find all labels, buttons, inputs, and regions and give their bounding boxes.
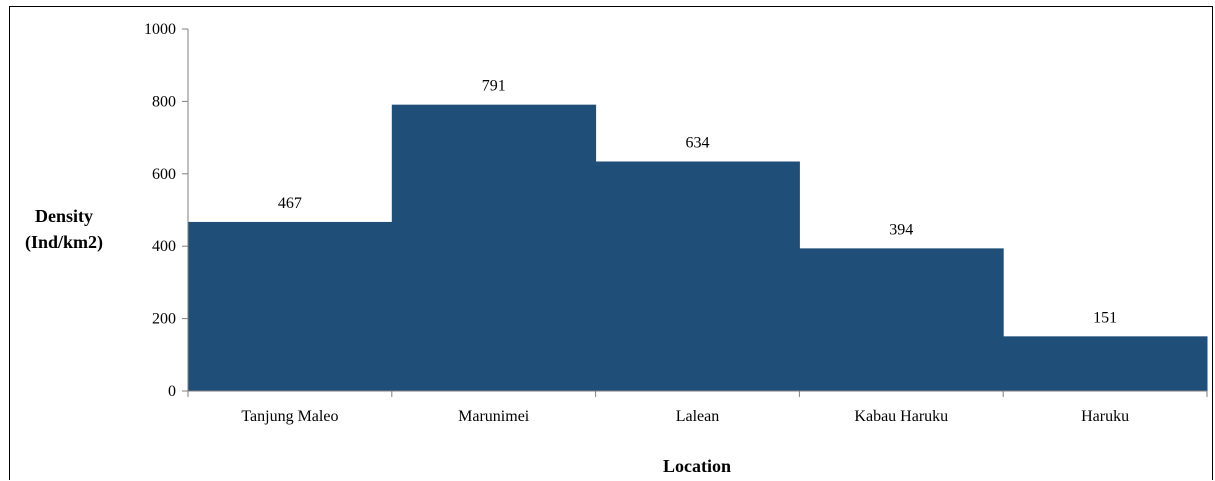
y-tick-label: 0	[168, 383, 176, 400]
bar-kabau-haruku	[799, 248, 1004, 391]
x-category-labels: Tanjung Maleo Marunimei Lalean Kabau Haruku…	[241, 408, 1129, 425]
y-axis-ticks: 0 200 400 600 800 1000	[144, 21, 188, 400]
data-label: 634	[686, 134, 710, 151]
x-tick-label: Haruku	[1081, 408, 1129, 425]
y-axis-label-line1: Density	[35, 206, 93, 226]
bar-lalean	[595, 161, 800, 391]
y-tick-label: 200	[152, 311, 176, 328]
x-tick-label: Lalean	[676, 408, 720, 425]
data-labels-group: 467 791 634 394 151	[278, 78, 1117, 327]
x-tick-label: Kabau Haruku	[854, 408, 948, 425]
y-tick-label: 400	[152, 238, 176, 255]
y-axis-label-line2: (Ind/km2)	[25, 232, 103, 253]
x-axis-label: Location	[663, 456, 731, 476]
x-tick-label: Marunimei	[458, 408, 530, 425]
y-tick-label: 800	[152, 93, 176, 110]
bars-group	[188, 104, 1208, 392]
bar-haruku	[1003, 336, 1208, 391]
y-tick-label: 600	[152, 166, 176, 183]
data-label: 467	[278, 195, 302, 212]
data-label: 151	[1093, 309, 1117, 326]
data-label: 791	[482, 78, 506, 95]
y-tick-label: 1000	[144, 21, 176, 38]
x-axis-ticks	[187, 391, 1208, 397]
chart-frame	[9, 6, 1213, 480]
data-label: 394	[889, 221, 913, 238]
x-tick-label: Tanjung Maleo	[241, 408, 338, 425]
bar-tanjung-maleo	[188, 221, 393, 391]
bar-marunimei	[391, 104, 597, 392]
